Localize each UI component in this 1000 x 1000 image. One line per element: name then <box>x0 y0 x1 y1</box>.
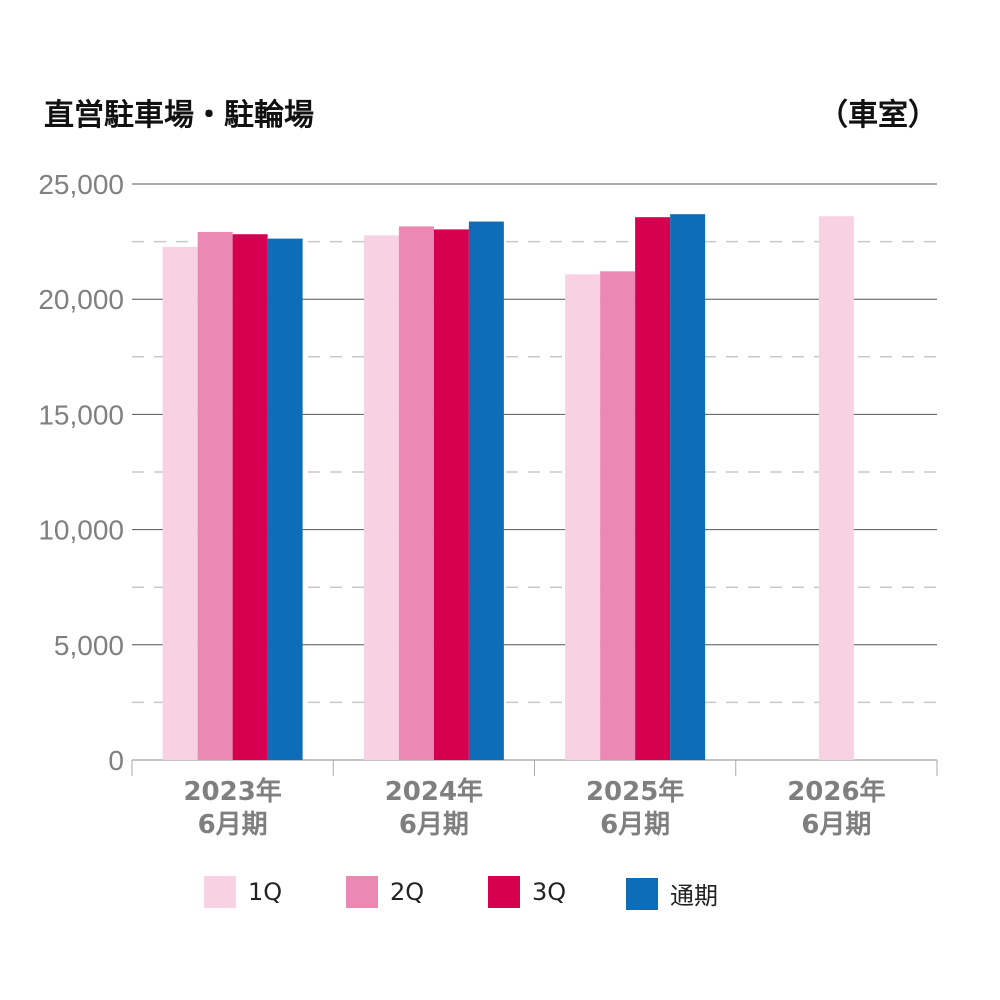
bar-3Q-1 <box>433 229 469 760</box>
unit-label: （車室） <box>818 98 938 133</box>
bar-1Q-3 <box>818 216 854 761</box>
y-tick-label: 0 <box>108 745 124 776</box>
bar-2Q-2 <box>600 271 636 760</box>
bar-3Q-0 <box>232 234 268 761</box>
legend-item-full-year: 通期 <box>626 876 718 911</box>
legend-label: 通期 <box>670 882 718 910</box>
bar-2Q-1 <box>398 226 434 760</box>
y-tick-label: 15,000 <box>38 399 124 430</box>
y-tick-label: 20,000 <box>38 284 124 315</box>
bar-通期-1 <box>468 221 504 761</box>
x-category-label: 6月期 <box>600 810 670 840</box>
bar-1Q-0 <box>162 246 198 761</box>
legend-swatch <box>346 876 378 908</box>
bar-1Q-1 <box>363 235 399 760</box>
legend-item-1q: 1Q <box>204 876 282 908</box>
x-category-label: 6月期 <box>399 810 469 840</box>
bar-2Q-0 <box>197 231 233 760</box>
bar-3Q-2 <box>635 217 671 760</box>
legend-label: 2Q <box>390 878 425 906</box>
x-category-label: 2026年 <box>787 776 885 807</box>
x-category-label: 2023年 <box>183 776 281 807</box>
chart-title: 直営駐車場・駐輪場 <box>44 98 314 133</box>
legend-item-2q: 2Q <box>346 876 424 908</box>
y-tick-label: 5,000 <box>54 630 124 661</box>
legend-swatch <box>204 876 236 908</box>
legend-swatch <box>488 876 520 908</box>
x-category-label: 6月期 <box>198 810 268 840</box>
y-tick-label: 25,000 <box>38 169 124 200</box>
bar-通期-2 <box>670 214 706 761</box>
bar-通期-0 <box>267 238 303 760</box>
y-tick-label: 10,000 <box>38 515 124 546</box>
bar-1Q-2 <box>565 274 601 760</box>
legend-swatch <box>626 877 658 910</box>
x-category-label: 2025年 <box>586 776 684 807</box>
legend-label: 3Q <box>532 878 567 906</box>
legend-item-3q: 3Q <box>488 876 566 908</box>
legend-label: 1Q <box>248 878 283 906</box>
x-category-label: 2024年 <box>385 776 483 807</box>
x-category-label: 6月期 <box>801 810 871 840</box>
